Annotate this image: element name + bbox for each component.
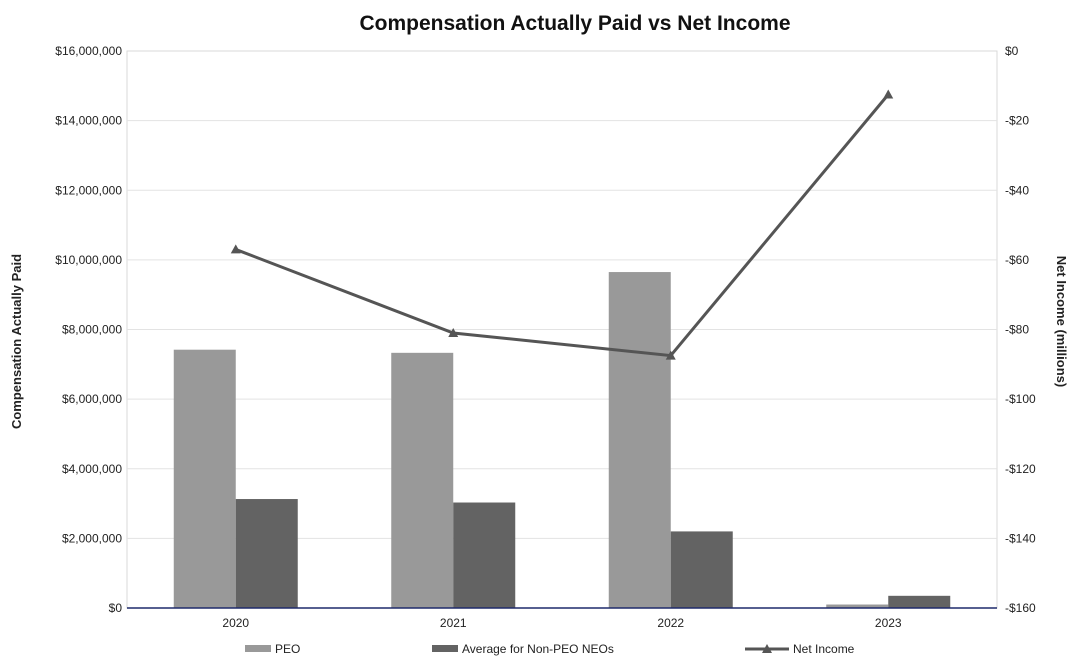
y2-tick-label: -$120: [1005, 462, 1036, 476]
y2-tick-label: -$80: [1005, 323, 1029, 337]
y-tick-label: $8,000,000: [62, 323, 122, 337]
legend-label: PEO: [275, 642, 300, 656]
y2-tick-label: -$160: [1005, 601, 1036, 615]
x-tick-label: 2023: [875, 616, 902, 630]
y-tick-label: $16,000,000: [55, 44, 122, 58]
y2-tick-label: $0: [1005, 44, 1019, 58]
bar-average-for-non-peo-neos-2022: [670, 531, 733, 608]
y-tick-label: $6,000,000: [62, 392, 122, 406]
y2-tick-label: -$100: [1005, 392, 1036, 406]
point-net-income-2023: [883, 89, 894, 99]
y2-tick-label: -$20: [1005, 114, 1029, 128]
legend-swatch: [245, 645, 271, 652]
point-net-income-2021: [448, 327, 459, 337]
point-net-income-2022: [665, 350, 676, 360]
bar-average-for-non-peo-neos-2021: [453, 502, 516, 608]
point-net-income-2020: [230, 244, 241, 254]
bar-peo-2023: [826, 604, 889, 608]
y2-tick-label: -$60: [1005, 253, 1029, 267]
line-net-income: [235, 93, 890, 358]
x-tick-label: 2020: [222, 616, 249, 630]
bar-peo-2021: [391, 352, 454, 608]
x-tick-label: 2021: [440, 616, 467, 630]
y-tick-label: $0: [109, 601, 123, 615]
bar-peo-2022: [608, 272, 671, 608]
bar-average-for-non-peo-neos-2023: [888, 595, 951, 608]
y-tick-label: $12,000,000: [55, 183, 122, 197]
y2-tick-label: -$140: [1005, 531, 1036, 545]
bar-average-for-non-peo-neos-2020: [235, 499, 298, 608]
y2-tick-label: -$40: [1005, 183, 1029, 197]
x-tick-label: 2022: [657, 616, 684, 630]
y-axis-title: Compensation Actually Paid: [9, 254, 24, 429]
y-tick-label: $2,000,000: [62, 531, 122, 545]
legend-label: Net Income: [793, 642, 855, 656]
y-tick-label: $4,000,000: [62, 462, 122, 476]
y-tick-label: $14,000,000: [55, 114, 122, 128]
legend-swatch: [432, 645, 458, 652]
chart-title: Compensation Actually Paid vs Net Income: [359, 12, 791, 35]
legend-marker: [762, 644, 772, 653]
legend-label: Average for Non-PEO NEOs: [462, 642, 614, 656]
y2-axis-title: Net Income (millions): [1054, 256, 1067, 387]
bar-peo-2020: [173, 349, 236, 608]
y-tick-label: $10,000,000: [55, 253, 122, 267]
